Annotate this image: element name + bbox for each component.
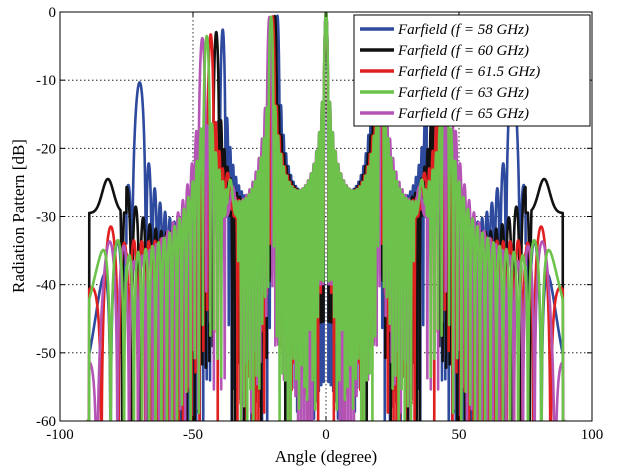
y-tick-label: -30	[36, 210, 56, 226]
series-line-3	[85, 12, 567, 421]
legend-entry: Farfield (f = 58 GHz)	[397, 22, 529, 38]
legend-entry: Farfield (f = 61.5 GHz)	[397, 64, 540, 80]
x-tick-label: 0	[322, 427, 330, 443]
x-tick-label: 100	[581, 427, 604, 443]
y-tick-label: -50	[36, 346, 56, 362]
legend-entry: Farfield (f = 63 GHz)	[397, 85, 529, 101]
legend-entry: Farfield (f = 65 GHz)	[397, 106, 529, 122]
x-tick-label: -100	[46, 427, 74, 443]
y-tick-label: -20	[36, 141, 56, 157]
axis-ticks: -100 -50 0 50 100 0 -10 -20 -30 -40 -50 -60	[36, 5, 603, 443]
y-tick-label: 0	[49, 5, 57, 21]
y-tick-label: -40	[36, 278, 56, 294]
legend-entry: Farfield (f = 60 GHz)	[397, 43, 529, 59]
y-tick-label: -10	[36, 73, 56, 89]
x-axis-label: Angle (degree)	[275, 447, 377, 466]
x-tick-label: -50	[183, 427, 203, 443]
series-layer	[85, 12, 567, 421]
legend: Farfield (f = 58 GHz) Farfield (f = 60 GH…	[353, 14, 591, 127]
y-tick-label: -60	[36, 414, 56, 430]
y-axis-label: Radiation Pattern [dB]	[9, 139, 28, 293]
x-tick-label: 50	[452, 427, 467, 443]
